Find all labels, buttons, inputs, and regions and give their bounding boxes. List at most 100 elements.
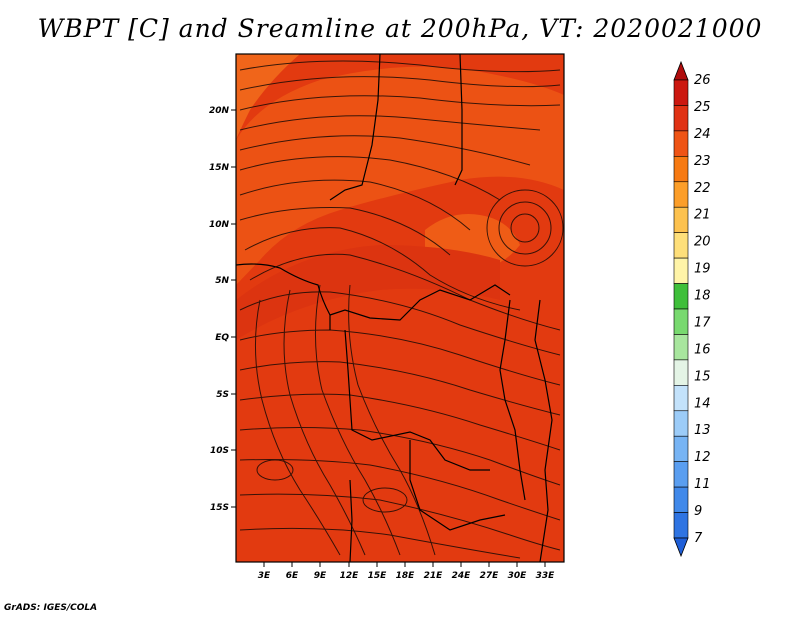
- coastline: [235, 263, 331, 330]
- colorbar-label: 17: [694, 315, 711, 330]
- colorbar-label: 16: [694, 342, 711, 357]
- lat-label: 10S: [210, 446, 229, 456]
- border: [349, 479, 353, 563]
- streamline: [239, 76, 561, 91]
- streamline: [239, 493, 561, 551]
- lon-label: 15E: [368, 571, 388, 581]
- colorbar-label: 9: [694, 504, 702, 519]
- colorbar-swatch: [673, 130, 689, 157]
- colorbar-label: 13: [694, 423, 711, 438]
- border: [499, 299, 526, 501]
- eddy: [362, 487, 408, 513]
- colorbar-swatch: [673, 283, 689, 310]
- border: [454, 53, 463, 186]
- cyclonic-eddy: [498, 201, 552, 255]
- lon-axis: 3E 6E 9E 12E 15E 18E 21E 24E 27E 30E 33E: [258, 562, 555, 581]
- colorbar-label: 21: [694, 208, 711, 223]
- border: [329, 284, 511, 321]
- colorbar-swatch: [673, 79, 689, 106]
- border: [409, 440, 506, 531]
- colorbar-swatch: [673, 410, 689, 437]
- wbpt-fill-jet-core: [236, 245, 500, 340]
- colorbar-swatch: [673, 156, 689, 183]
- lat-label: 5N: [215, 276, 229, 286]
- streamline: [239, 459, 561, 521]
- border: [344, 329, 490, 471]
- cyclonic-eddy: [510, 213, 540, 243]
- streamline: [283, 289, 366, 556]
- lon-label: 30E: [508, 571, 528, 581]
- streamline: [249, 253, 561, 331]
- lon-label: 27E: [480, 571, 500, 581]
- streamline: [314, 284, 401, 556]
- wbpt-field: [236, 54, 564, 562]
- colorbar-bottom-arrow: [673, 537, 689, 558]
- lon-label: 18E: [396, 571, 416, 581]
- lat-label: 5S: [216, 390, 229, 400]
- colorbar-swatch: [673, 359, 689, 386]
- lat-axis: 20N 15N 10N 5N EQ 5S 10S 15S: [209, 106, 236, 513]
- colorbar-swatch: [673, 105, 689, 132]
- streamlines: [239, 60, 564, 559]
- streamline: [239, 427, 561, 486]
- map-frame: [235, 53, 565, 563]
- colorbar-label: 26: [694, 73, 711, 88]
- colorbar-label: 24: [694, 127, 711, 142]
- lat-label: 20N: [209, 106, 230, 116]
- colorbar-swatch: [673, 435, 689, 462]
- colorbar-swatch: [673, 181, 689, 208]
- streamline: [254, 299, 341, 556]
- country-borders: [235, 53, 553, 563]
- lon-label: 33E: [536, 571, 556, 581]
- streamline: [348, 284, 436, 556]
- lat-label: EQ: [215, 333, 229, 343]
- colorbar-label: 25: [694, 100, 711, 115]
- streamline: [239, 207, 451, 256]
- colorbar-swatch: [673, 308, 689, 335]
- wbpt-fill-northwest: [236, 54, 300, 140]
- colorbar-label: 23: [694, 154, 711, 169]
- colorbar-label: 14: [694, 396, 711, 411]
- streamline: [239, 135, 531, 166]
- lat-label: 15S: [210, 503, 229, 513]
- lon-label: 21E: [424, 571, 444, 581]
- border: [534, 299, 553, 563]
- colorbar-label: 15: [694, 369, 711, 384]
- colorbar-label: 20: [694, 235, 711, 250]
- colorbar-label: 7: [694, 531, 703, 546]
- lat-label: 10N: [209, 220, 230, 230]
- colorbar-label: 22: [694, 181, 711, 196]
- colorbar-label: 18: [694, 289, 711, 304]
- colorbar-swatch: [673, 206, 689, 233]
- colorbar-top-arrow: [673, 60, 689, 81]
- lon-label: 6E: [286, 571, 299, 581]
- colorbar-swatch: [673, 257, 689, 284]
- streamline: [239, 60, 561, 73]
- colorbar-swatch: [673, 486, 689, 513]
- streamline: [239, 329, 561, 386]
- eddy: [256, 459, 294, 481]
- lon-label: 3E: [258, 571, 271, 581]
- streamline: [239, 393, 561, 451]
- colorbar-label: 11: [694, 477, 711, 492]
- streamline: [239, 115, 541, 131]
- colorbar-swatch: [673, 232, 689, 259]
- colorbar-swatch: [673, 461, 689, 488]
- credit-label: GrADS: IGES/COLA: [4, 603, 98, 613]
- streamline: [239, 156, 501, 201]
- streamline: [239, 527, 521, 559]
- colorbar-swatch: [673, 512, 689, 539]
- colorbar-label: 12: [694, 450, 711, 465]
- chart-title: WBPT [C] and Sreamline at 200hPa, VT: 20…: [37, 14, 763, 43]
- lon-label: 24E: [452, 571, 472, 581]
- cyclonic-eddy: [486, 189, 564, 267]
- colorbar-swatch: [673, 385, 689, 412]
- wbpt-fill-north-band: [236, 66, 564, 286]
- colorbar-swatch: [673, 334, 689, 361]
- streamline: [239, 95, 561, 111]
- streamline: [244, 227, 521, 311]
- streamline: [239, 361, 561, 416]
- border: [329, 53, 381, 201]
- colorbar-label: 19: [694, 262, 711, 277]
